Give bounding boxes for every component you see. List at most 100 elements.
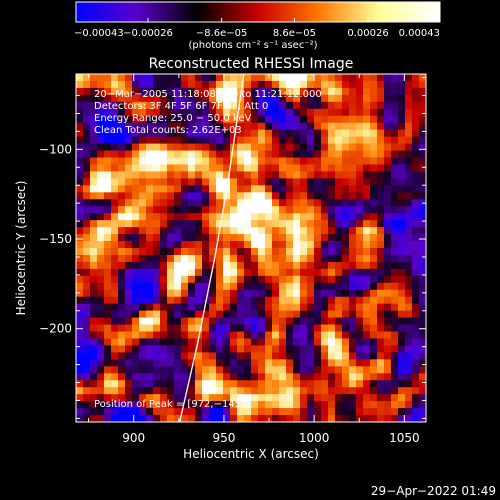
heatmap-cell (370, 317, 378, 325)
heatmap-cell (118, 101, 126, 110)
heatmap-cell (90, 122, 98, 131)
heatmap-cell (97, 115, 105, 124)
heatmap-cell (174, 241, 182, 249)
heatmap-cell (412, 275, 420, 284)
heatmap-cell (419, 268, 426, 277)
heatmap-cell (118, 338, 126, 346)
heatmap-cell (286, 150, 294, 158)
heatmap-cell (412, 261, 420, 270)
heatmap-cell (146, 74, 154, 82)
heatmap-cell (251, 268, 259, 277)
heatmap-cell (391, 317, 399, 325)
heatmap-cell (335, 74, 343, 82)
heatmap-cell (265, 380, 273, 388)
heatmap-cell (90, 136, 98, 144)
heatmap-cell (286, 136, 294, 144)
heatmap-cell (97, 324, 105, 332)
heatmap-cell (349, 157, 357, 165)
heatmap-cell (223, 310, 231, 318)
heatmap-cell (300, 310, 308, 318)
heatmap-cell (181, 352, 189, 360)
heatmap-cell (405, 171, 413, 179)
solar-limb-line (179, 74, 245, 422)
heatmap-cell (167, 366, 175, 374)
heatmap-cell (314, 227, 322, 235)
heatmap-cell (90, 408, 98, 416)
heatmap-cell (307, 268, 315, 277)
heatmap-cell (412, 366, 420, 374)
heatmap-cell (335, 366, 343, 374)
heatmap-cell (265, 248, 273, 256)
heatmap-cell (195, 241, 203, 249)
heatmap-cell (307, 282, 315, 291)
heatmap-cell (146, 359, 154, 367)
heatmap-cell (104, 94, 112, 103)
heatmap-cell (90, 289, 98, 298)
heatmap-cell (237, 213, 245, 221)
heatmap-cell (419, 227, 426, 235)
heatmap-cell (139, 115, 147, 124)
heatmap-cell (97, 373, 105, 381)
heatmap-cell (363, 199, 371, 207)
heatmap-cell (279, 268, 287, 277)
heatmap-cell (405, 408, 413, 416)
heatmap-cell (321, 129, 329, 138)
heatmap-cell (167, 394, 175, 402)
heatmap-cell (314, 80, 322, 89)
heatmap-cell (349, 366, 357, 374)
heatmap-cell (188, 289, 196, 298)
heatmap-cell (111, 220, 119, 228)
heatmap-cell (139, 171, 147, 179)
heatmap-cell (384, 122, 392, 131)
heatmap-cell (125, 248, 133, 256)
heatmap-cell (139, 94, 147, 103)
heatmap-cell (97, 289, 105, 298)
heatmap-cell (349, 345, 357, 353)
heatmap-cell (216, 380, 224, 388)
heatmap-cell (377, 394, 385, 402)
heatmap-cell (384, 248, 392, 256)
heatmap-cell (321, 136, 329, 144)
heatmap-cell (321, 359, 329, 367)
heatmap-cell (342, 206, 350, 214)
heatmap-cell (90, 143, 98, 151)
heatmap-cell (412, 352, 420, 360)
heatmap-cell (279, 220, 287, 228)
heatmap-cell (174, 178, 182, 186)
heatmap-cell (356, 352, 364, 360)
heatmap-cell (181, 74, 189, 82)
heatmap-cell (398, 248, 406, 256)
heatmap-cell (314, 94, 322, 103)
heatmap-cell (216, 150, 224, 158)
heatmap-cell (139, 352, 147, 360)
heatmap-cell (265, 268, 273, 277)
heatmap-cell (258, 108, 266, 117)
heatmap-cell (97, 296, 105, 305)
heatmap-cell (111, 178, 119, 186)
heatmap-cell (335, 324, 343, 332)
heatmap-cell (286, 275, 294, 284)
heatmap-cell (349, 331, 357, 339)
heatmap-cell (223, 345, 231, 353)
heatmap-cell (265, 275, 273, 284)
heatmap-cell (377, 275, 385, 284)
heatmap-cell (272, 394, 280, 402)
heatmap-cell (139, 324, 147, 332)
heatmap-cell (125, 373, 133, 381)
heatmap-cell (97, 178, 105, 186)
heatmap-cell (342, 80, 350, 89)
heatmap-cell (223, 373, 231, 381)
heatmap-cell (76, 317, 84, 325)
heatmap-cell (139, 74, 147, 82)
heatmap-cell (174, 352, 182, 360)
heatmap-cell (342, 94, 350, 103)
axis-ticks: 900 950 1000 1050−100−150−200 (39, 74, 426, 445)
heatmap-cell (76, 345, 84, 353)
heatmap-cell (405, 387, 413, 395)
heatmap-cell (111, 185, 119, 193)
heatmap-cell (279, 178, 287, 186)
heatmap-cell (419, 401, 426, 409)
heatmap-cell (363, 310, 371, 318)
heatmap-cell (216, 394, 224, 402)
heatmap-cell (118, 373, 126, 381)
